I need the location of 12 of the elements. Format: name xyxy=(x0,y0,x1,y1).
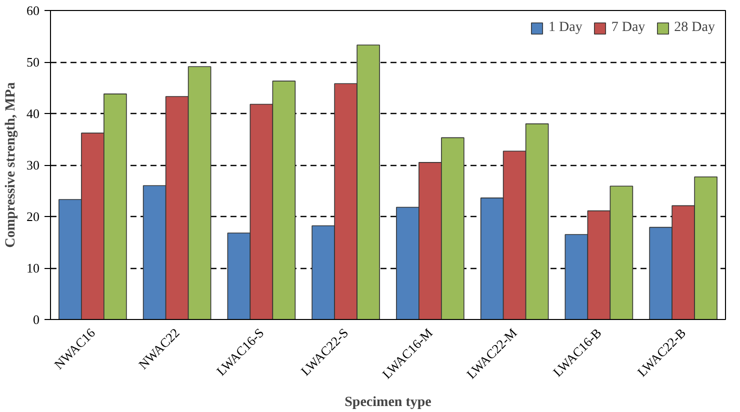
y-tick-label: 40 xyxy=(26,106,40,121)
x-axis-title: Specimen type xyxy=(344,394,432,410)
y-tick-label: 10 xyxy=(26,260,40,276)
y-axis-title: Compressive strength, MPa xyxy=(4,82,18,248)
y-tick-label: 20 xyxy=(26,209,40,224)
y-tick-label: 30 xyxy=(26,158,40,172)
legend-label: 1 Day xyxy=(548,20,582,36)
y-tick-label: 50 xyxy=(26,54,40,70)
legend-label: 28 Day xyxy=(674,20,715,36)
legend-label: 7 Day xyxy=(611,20,646,36)
y-tick-label: 60 xyxy=(26,3,40,18)
y-tick-label: 0 xyxy=(33,312,40,327)
